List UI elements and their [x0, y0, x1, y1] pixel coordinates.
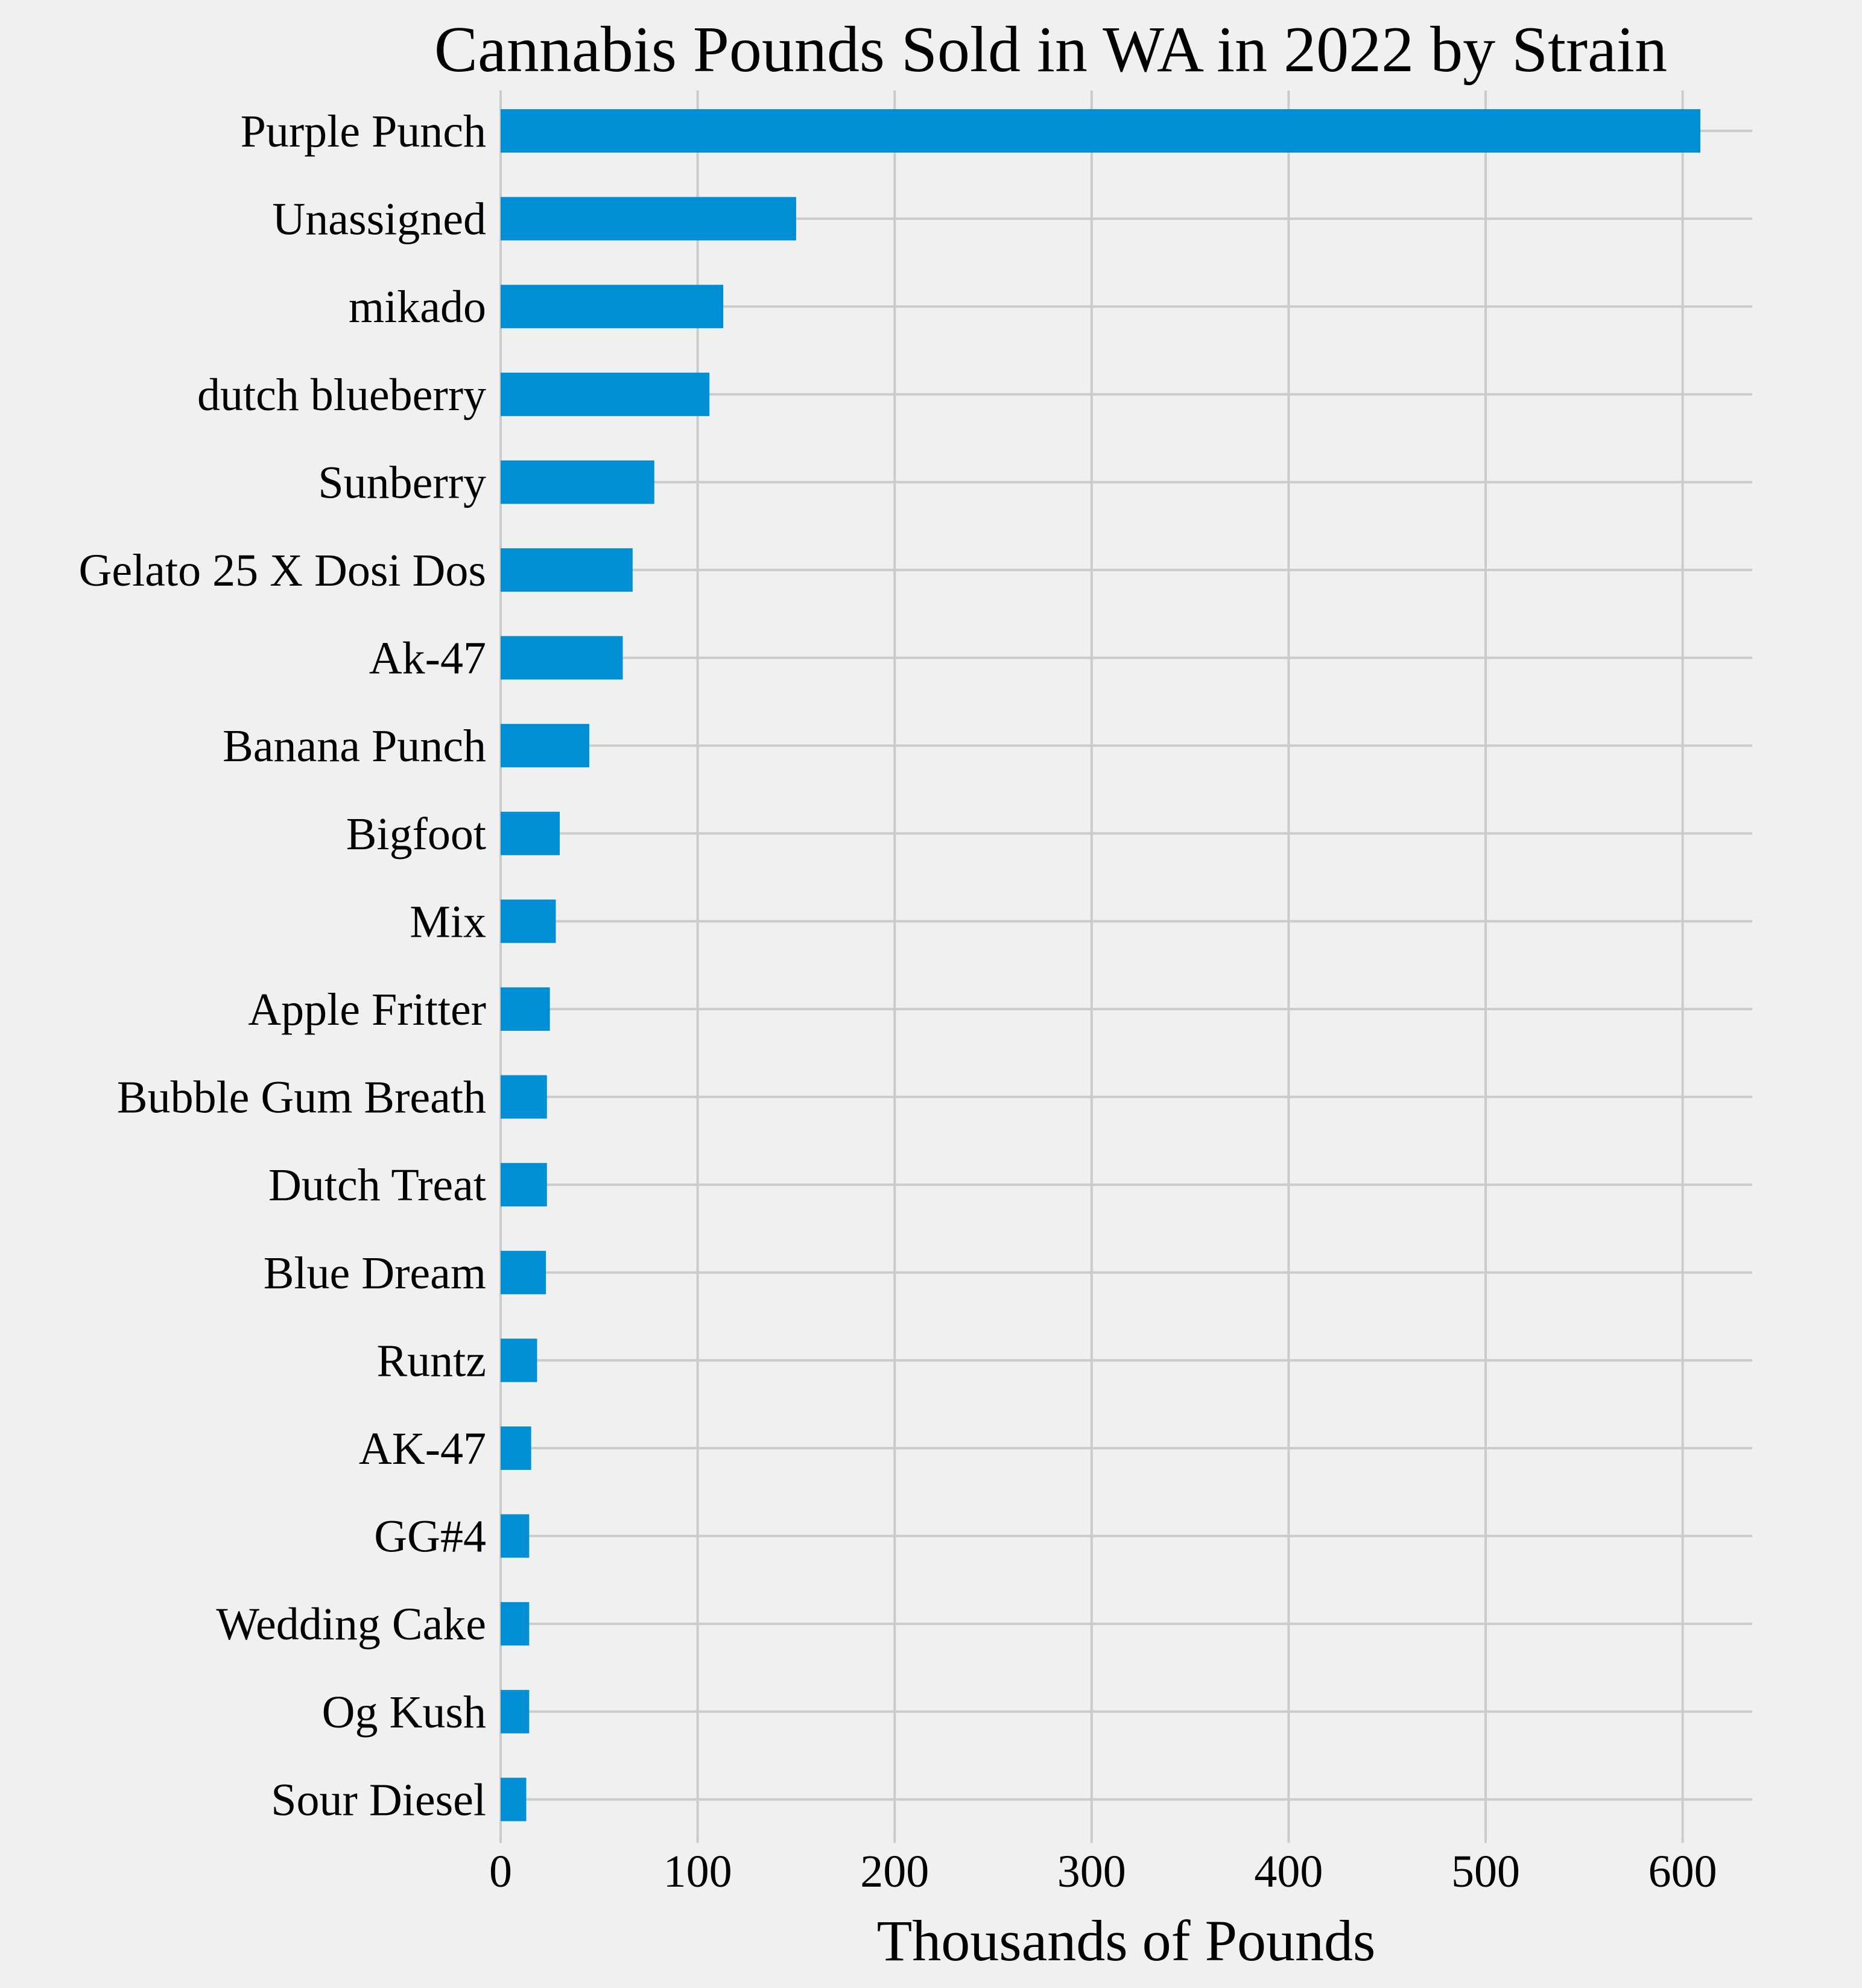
bar [501, 1514, 530, 1558]
bar [501, 285, 724, 329]
x-tick-label: 300 [1057, 1846, 1126, 1897]
bar [501, 1426, 531, 1470]
bar [501, 811, 560, 855]
bar [501, 460, 654, 504]
bar [501, 548, 633, 592]
bar [501, 724, 589, 768]
category-label: Sour Diesel [271, 1774, 486, 1825]
category-label: Unassigned [272, 194, 486, 245]
category-label: dutch blueberry [197, 370, 486, 420]
x-tick-labels: 0 100 200 300 400 500 600 [489, 1846, 1717, 1897]
category-label: Blue Dream [264, 1248, 486, 1299]
category-label: Sunberry [318, 457, 486, 508]
bars [501, 109, 1700, 1822]
bar [501, 1163, 547, 1207]
category-label: Mix [410, 896, 486, 947]
x-tick-label: 200 [860, 1846, 929, 1897]
bar [501, 1250, 546, 1294]
x-tick-label: 400 [1254, 1846, 1323, 1897]
category-label: Gelato 25 X Dosi Dos [78, 545, 486, 596]
bar [501, 372, 710, 416]
category-label: GG#4 [374, 1512, 486, 1562]
x-tick-label: 500 [1451, 1846, 1520, 1897]
bar [501, 1689, 530, 1733]
category-labels: Purple Punch Unassigned mikado dutch bluebe… [78, 106, 486, 1825]
category-label: Bigfoot [346, 809, 486, 859]
bar [501, 987, 550, 1031]
x-tick-label: 600 [1648, 1846, 1717, 1897]
bar [501, 197, 796, 241]
category-label: Og Kush [322, 1687, 486, 1738]
category-label: mikado [349, 282, 486, 332]
bar [501, 1075, 547, 1119]
category-label: Bubble Gum Breath [117, 1072, 486, 1123]
category-label: AK-47 [359, 1423, 486, 1474]
bar [501, 636, 623, 680]
x-tick-label: 100 [663, 1846, 732, 1897]
category-label: Ak-47 [369, 633, 486, 684]
category-label: Purple Punch [241, 106, 486, 157]
category-label: Dutch Treat [268, 1160, 486, 1211]
bar [501, 1338, 537, 1382]
bar [501, 1777, 527, 1822]
category-label: Apple Fritter [248, 984, 486, 1035]
bar [501, 1602, 530, 1646]
bar [501, 899, 556, 943]
bar [501, 109, 1700, 153]
category-label: Wedding Cake [216, 1599, 486, 1650]
x-tick-label: 0 [489, 1846, 512, 1897]
category-label: Banana Punch [223, 721, 486, 771]
chart-title: Cannabis Pounds Sold in WA in 2022 by St… [434, 14, 1667, 86]
x-axis-label: Thousands of Pounds [877, 1908, 1376, 1973]
category-label: Runtz [376, 1335, 486, 1386]
